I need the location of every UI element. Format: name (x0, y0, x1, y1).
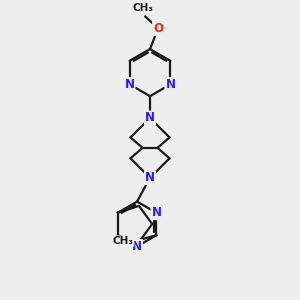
Text: N: N (124, 78, 135, 91)
Text: N: N (132, 240, 142, 253)
Text: N: N (145, 112, 155, 124)
Text: CH₃: CH₃ (132, 4, 153, 14)
Text: N: N (152, 206, 161, 219)
Text: CH₃: CH₃ (113, 236, 134, 246)
Text: O: O (153, 22, 163, 35)
Text: N: N (165, 78, 176, 91)
Text: N: N (145, 171, 155, 184)
